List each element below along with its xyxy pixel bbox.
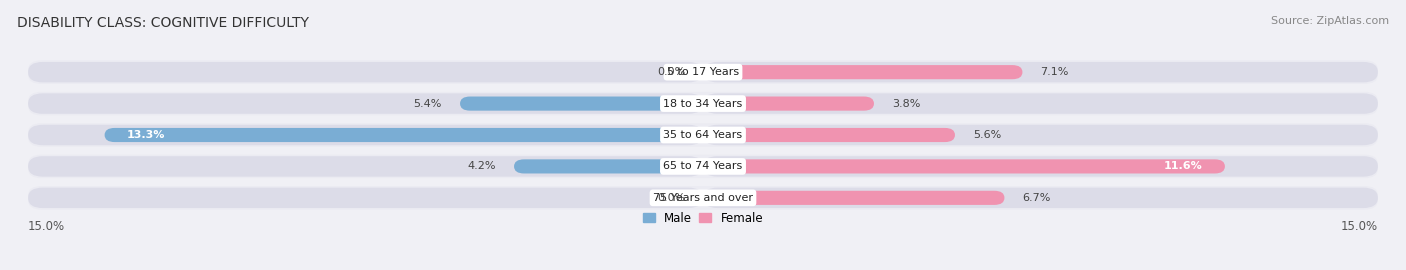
Text: 15.0%: 15.0% (1341, 221, 1378, 234)
FancyBboxPatch shape (28, 60, 1378, 84)
Text: 5.4%: 5.4% (413, 99, 441, 109)
FancyBboxPatch shape (460, 96, 703, 111)
FancyBboxPatch shape (703, 188, 1378, 208)
Text: 5 to 17 Years: 5 to 17 Years (666, 67, 740, 77)
FancyBboxPatch shape (28, 125, 703, 145)
Text: Source: ZipAtlas.com: Source: ZipAtlas.com (1271, 16, 1389, 26)
FancyBboxPatch shape (703, 156, 1378, 177)
Text: 75 Years and over: 75 Years and over (652, 193, 754, 203)
FancyBboxPatch shape (515, 159, 703, 174)
Text: 6.7%: 6.7% (1022, 193, 1050, 203)
FancyBboxPatch shape (28, 156, 703, 177)
Text: 35 to 64 Years: 35 to 64 Years (664, 130, 742, 140)
FancyBboxPatch shape (28, 62, 703, 82)
FancyBboxPatch shape (28, 155, 1378, 178)
FancyBboxPatch shape (703, 65, 1022, 79)
Text: 13.3%: 13.3% (127, 130, 166, 140)
FancyBboxPatch shape (703, 191, 1004, 205)
FancyBboxPatch shape (703, 128, 955, 142)
FancyBboxPatch shape (28, 186, 1378, 210)
Text: 15.0%: 15.0% (28, 221, 65, 234)
FancyBboxPatch shape (28, 188, 703, 208)
Text: 0.0%: 0.0% (657, 193, 685, 203)
Legend: Male, Female: Male, Female (638, 207, 768, 229)
Text: 5.6%: 5.6% (973, 130, 1001, 140)
Text: 4.2%: 4.2% (468, 161, 496, 171)
Text: 11.6%: 11.6% (1164, 161, 1202, 171)
FancyBboxPatch shape (703, 62, 1378, 82)
FancyBboxPatch shape (703, 93, 1378, 114)
FancyBboxPatch shape (28, 93, 703, 114)
FancyBboxPatch shape (703, 125, 1378, 145)
Text: 0.0%: 0.0% (657, 67, 685, 77)
Text: 3.8%: 3.8% (891, 99, 921, 109)
Text: 65 to 74 Years: 65 to 74 Years (664, 161, 742, 171)
Text: DISABILITY CLASS: COGNITIVE DIFFICULTY: DISABILITY CLASS: COGNITIVE DIFFICULTY (17, 16, 309, 30)
FancyBboxPatch shape (703, 96, 875, 111)
FancyBboxPatch shape (28, 123, 1378, 147)
Text: 18 to 34 Years: 18 to 34 Years (664, 99, 742, 109)
FancyBboxPatch shape (28, 92, 1378, 115)
Text: 7.1%: 7.1% (1040, 67, 1069, 77)
FancyBboxPatch shape (703, 159, 1225, 174)
FancyBboxPatch shape (104, 128, 703, 142)
